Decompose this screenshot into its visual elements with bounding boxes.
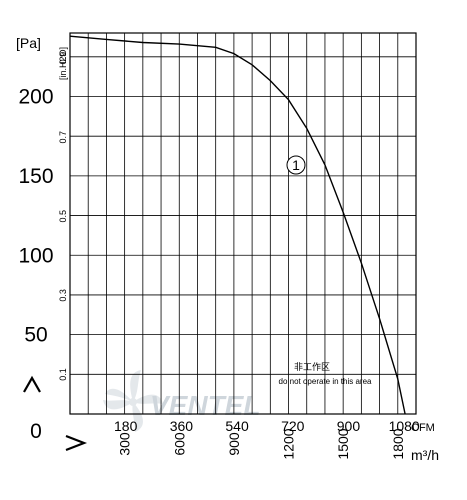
x-tick-label-cfm: 360 — [170, 418, 194, 434]
x-tick-label-cfm: 1080 — [389, 418, 420, 434]
x-tick-label-cfm: 900 — [337, 418, 361, 434]
y-tick-label-inh2o: 0.9 — [58, 52, 68, 65]
x-tick-label-m3h: 1500 — [335, 428, 351, 459]
y-axis-arrow-icon — [23, 375, 41, 393]
x-tick-label-cfm: 720 — [281, 418, 305, 434]
x-tick-label-m3h: 1200 — [281, 428, 297, 459]
y-ticks-pa: 0 50 100 150 200 — [18, 86, 53, 444]
area-note-cn: 非工作区 — [294, 361, 330, 372]
y-tick-label-pa: 200 — [18, 86, 53, 109]
curve-marker-1: 1 — [286, 155, 306, 175]
y-tick-label-pa: 50 — [24, 324, 47, 347]
series-line-1 — [69, 35, 406, 415]
y-tick-label-pa: 150 — [18, 165, 53, 188]
watermark-fan-icon — [103, 370, 163, 432]
y-tick-label-inh2o: 0.5 — [58, 210, 68, 223]
y-tick-label-pa: 0 — [30, 420, 42, 443]
x-ticks-m3h: 300 600 900 1200 1500 1800 — [117, 428, 406, 459]
x-tick-label-m3h: 900 — [226, 432, 242, 456]
x-axis-unit-cfm: CFM — [411, 422, 435, 434]
x-tick-label-m3h: 300 — [117, 432, 133, 456]
y-axis-unit-inh2o: [in.H2O] — [58, 47, 68, 80]
watermark-text: VENTEL — [150, 390, 260, 421]
x-axis-arrow-icon — [65, 434, 88, 452]
area-note-en: do not operate in this area — [279, 377, 373, 386]
svg-text:1: 1 — [292, 157, 300, 173]
x-tick-label-cfm: 180 — [114, 418, 138, 434]
x-axis-unit-m3h: m³/h — [411, 447, 439, 463]
plot-frame — [69, 32, 417, 415]
x-tick-label-cfm: 540 — [225, 418, 249, 434]
y-ticks-inh2o: 0.1 0.3 0.5 0.7 0.9 — [58, 52, 68, 381]
x-ticks-cfm: 180 360 540 720 900 1080 — [114, 418, 420, 434]
grid — [70, 33, 416, 414]
x-tick-label-m3h: 1800 — [390, 428, 406, 459]
y-axis-unit-pa: [Pa] — [16, 35, 41, 51]
x-tick-label-m3h: 600 — [171, 432, 187, 456]
y-tick-label-inh2o: 0.7 — [58, 131, 68, 144]
y-tick-label-inh2o: 0.1 — [58, 368, 68, 381]
y-tick-label-inh2o: 0.3 — [58, 289, 68, 302]
y-tick-label-pa: 100 — [18, 244, 53, 267]
